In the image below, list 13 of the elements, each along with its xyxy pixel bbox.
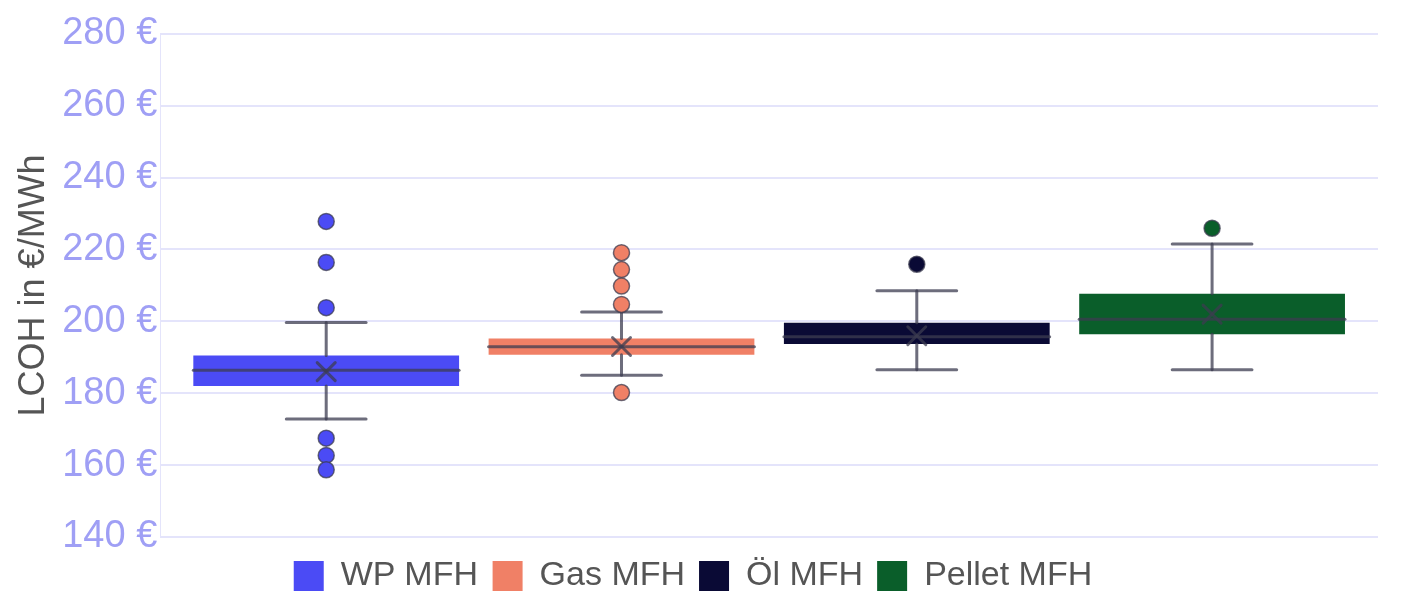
y-tick-label: 240 € — [62, 154, 158, 197]
y-tick-label: 160 € — [62, 441, 158, 484]
legend-label: WP MFH — [340, 554, 478, 593]
y-tick-label: 280 € — [62, 10, 158, 53]
y-tick-label: 140 € — [62, 513, 158, 556]
y-tick-label: 180 € — [62, 369, 158, 412]
y-tick-label: 260 € — [62, 82, 158, 125]
y-axis-title: LCOH in €/MWh — [10, 154, 52, 417]
legend-label: Öl MFH — [746, 554, 864, 593]
y-tick-label: 200 € — [62, 297, 158, 340]
legend-label: Gas MFH — [539, 554, 686, 593]
legend-label: Pellet MFH — [924, 554, 1093, 593]
y-tick-label: 220 € — [62, 225, 158, 268]
